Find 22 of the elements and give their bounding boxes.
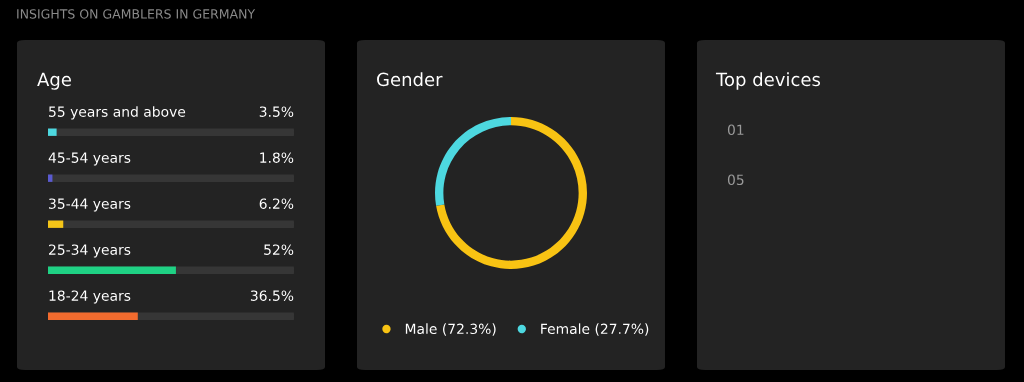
data-label: 6.2%: [259, 198, 294, 209]
bar: [48, 128, 57, 136]
legend-label: Male (72.3%): [405, 323, 496, 336]
text: 01: [727, 124, 744, 136]
data-label: 1.8%: [260, 152, 294, 163]
y-tick-label: 25-34 years: [49, 244, 131, 258]
donut-slice: [436, 117, 587, 269]
data-label: 52%: [264, 244, 294, 255]
text: INSIGHTS ON GAMBLERS IN GERMANY: [17, 9, 256, 19]
text: Top devices: [715, 72, 821, 90]
y-tick-label: 45-54 years: [48, 152, 131, 166]
y-tick-label: 55 years and above: [49, 106, 186, 120]
chart-title: Age: [37, 72, 71, 90]
bar: [48, 220, 64, 228]
chart-title: Gender: [377, 72, 443, 87]
y-tick-label: 35-44 years: [49, 198, 131, 212]
text: 05: [727, 174, 744, 186]
legend-label: Female (27.7%): [541, 323, 649, 336]
donut-slice: [435, 117, 511, 206]
data-label: 36.5%: [250, 290, 294, 301]
y-tick-label: 18-24 years: [49, 290, 131, 304]
data-label: 3.5%: [259, 106, 294, 117]
